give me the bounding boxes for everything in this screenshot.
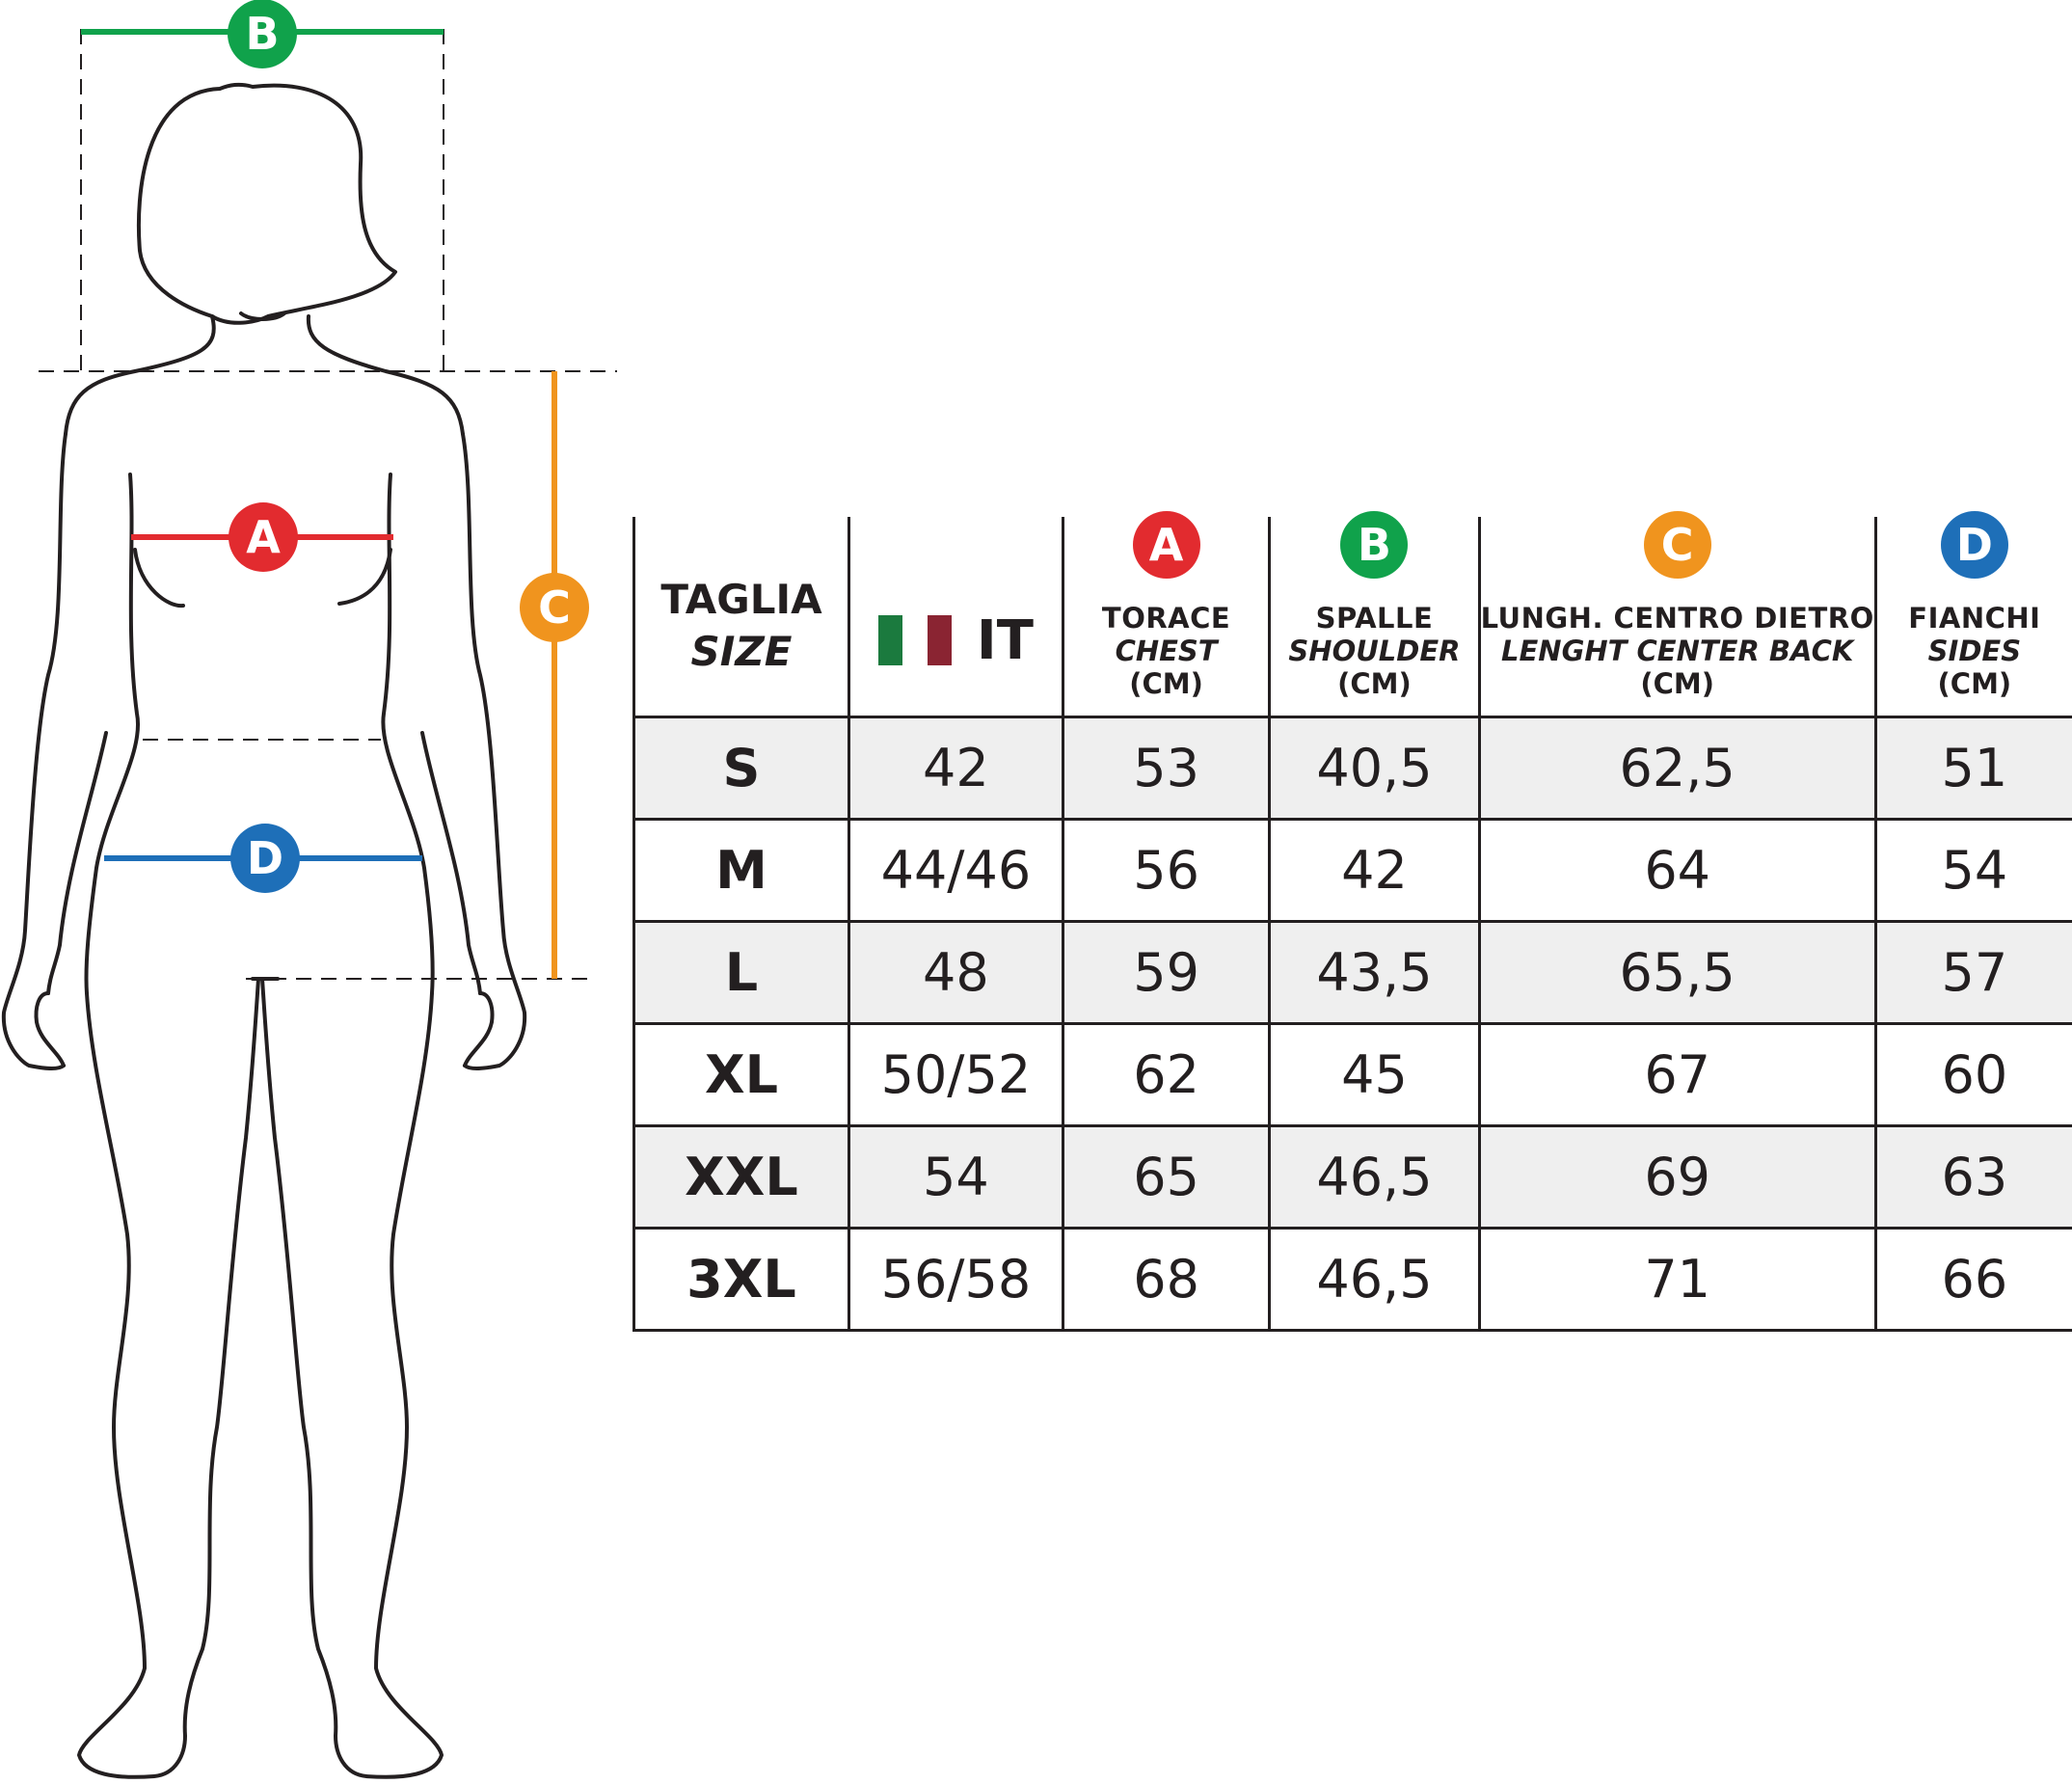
badge-c-icon: C [520,573,589,642]
cell-size: 3XL [632,1228,850,1332]
svg-text:D: D [247,832,283,884]
cell-chest: 59 [1061,921,1272,1025]
cell-sides: 51 [1873,716,2072,821]
cell-length: 69 [1477,1125,1877,1230]
italian-flag-icon [877,615,952,665]
header-chest-unit: (CM) [1129,667,1203,700]
cell-length: 71 [1477,1228,1877,1332]
body-measurement-figure: B A C D [1,0,617,1779]
cell-sides: 63 [1873,1125,2072,1230]
svg-text:B: B [245,8,279,60]
size-table: TAGLIA SIZE IT A TORACE CHEST (CM) [632,511,2072,1332]
table-header-row: TAGLIA SIZE IT A TORACE CHEST (CM) [632,511,2072,718]
svg-text:A: A [246,511,281,563]
cell-it: 44/46 [847,819,1064,923]
cell-shoulder: 43,5 [1268,921,1481,1025]
cell-chest: 53 [1061,716,1272,821]
cell-length: 64 [1477,819,1877,923]
header-size: TAGLIA SIZE [632,517,850,718]
cell-sides: 57 [1873,921,2072,1025]
cell-size: S [632,716,850,821]
table-row: XXL 54 65 46,5 69 63 [632,1125,2072,1230]
cell-sides: 66 [1873,1228,2072,1332]
cell-it: 56/58 [847,1228,1064,1332]
cell-size: M [632,819,850,923]
cell-shoulder: 40,5 [1268,716,1481,821]
header-chest-main: TORACE [1101,602,1231,635]
header-size-sub: SIZE [690,628,793,675]
cell-sides: 60 [1873,1023,2072,1127]
badge-d-icon: D [230,824,300,893]
badge-a-icon: A [1132,511,1200,579]
cell-chest: 56 [1061,819,1272,923]
badge-b-icon: B [1340,511,1409,579]
header-chest-sub: CHEST [1115,635,1218,667]
cell-sides: 54 [1873,819,2072,923]
header-sides: D FIANCHI SIDES (CM) [1873,511,2072,718]
table-row: L 48 59 43,5 65,5 57 [632,921,2072,1025]
badge-a-icon: A [229,502,298,572]
header-shoulder-main: SPALLE [1315,602,1434,635]
badge-c-icon: C [1643,511,1711,579]
badge-b-icon: B [228,0,297,68]
cell-chest: 62 [1061,1023,1272,1127]
badge-d-icon: D [1940,511,2008,579]
header-length-sub: LENGHT CENTER BACK [1501,635,1854,667]
table-row: S 42 53 40,5 62,5 51 [632,716,2072,821]
header-sides-main: FIANCHI [1908,602,2041,635]
header-chest: A TORACE CHEST (CM) [1061,511,1272,718]
cell-size: XXL [632,1125,850,1230]
measurement-guides [39,29,617,980]
cell-length: 62,5 [1477,716,1877,821]
header-shoulder-unit: (CM) [1337,667,1412,700]
cell-size: L [632,921,850,1025]
cell-shoulder: 46,5 [1268,1228,1481,1332]
cell-chest: 68 [1061,1228,1272,1332]
cell-shoulder: 42 [1268,819,1481,923]
cell-chest: 65 [1061,1125,1272,1230]
cell-size: XL [632,1023,850,1127]
header-sides-unit: (CM) [1937,667,2012,700]
table-row: 3XL 56/58 68 46,5 71 66 [632,1228,2072,1332]
header-length: C LUNGH. CENTRO DIETRO LENGHT CENTER BAC… [1477,511,1877,718]
cell-it: 50/52 [847,1023,1064,1127]
svg-text:C: C [538,581,571,634]
table-row: XL 50/52 62 45 67 60 [632,1023,2072,1127]
female-silhouette [1,82,527,1779]
header-shoulder-sub: SHOULDER [1288,635,1461,667]
header-length-unit: (CM) [1640,667,1714,700]
header-sides-sub: SIDES [1927,635,2022,667]
table-row: M 44/46 56 42 64 54 [632,819,2072,923]
cell-it: 54 [847,1125,1064,1230]
header-size-main: TAGLIA [660,576,822,623]
cell-shoulder: 46,5 [1268,1125,1481,1230]
header-it-label: IT [976,608,1034,672]
header-shoulder: B SPALLE SHOULDER (CM) [1268,511,1481,718]
cell-shoulder: 45 [1268,1023,1481,1127]
cell-length: 67 [1477,1023,1877,1127]
header-length-main: LUNGH. CENTRO DIETRO [1480,602,1874,635]
cell-it: 48 [847,921,1064,1025]
cell-length: 65,5 [1477,921,1877,1025]
header-it: IT [847,517,1064,718]
cell-it: 42 [847,716,1064,821]
